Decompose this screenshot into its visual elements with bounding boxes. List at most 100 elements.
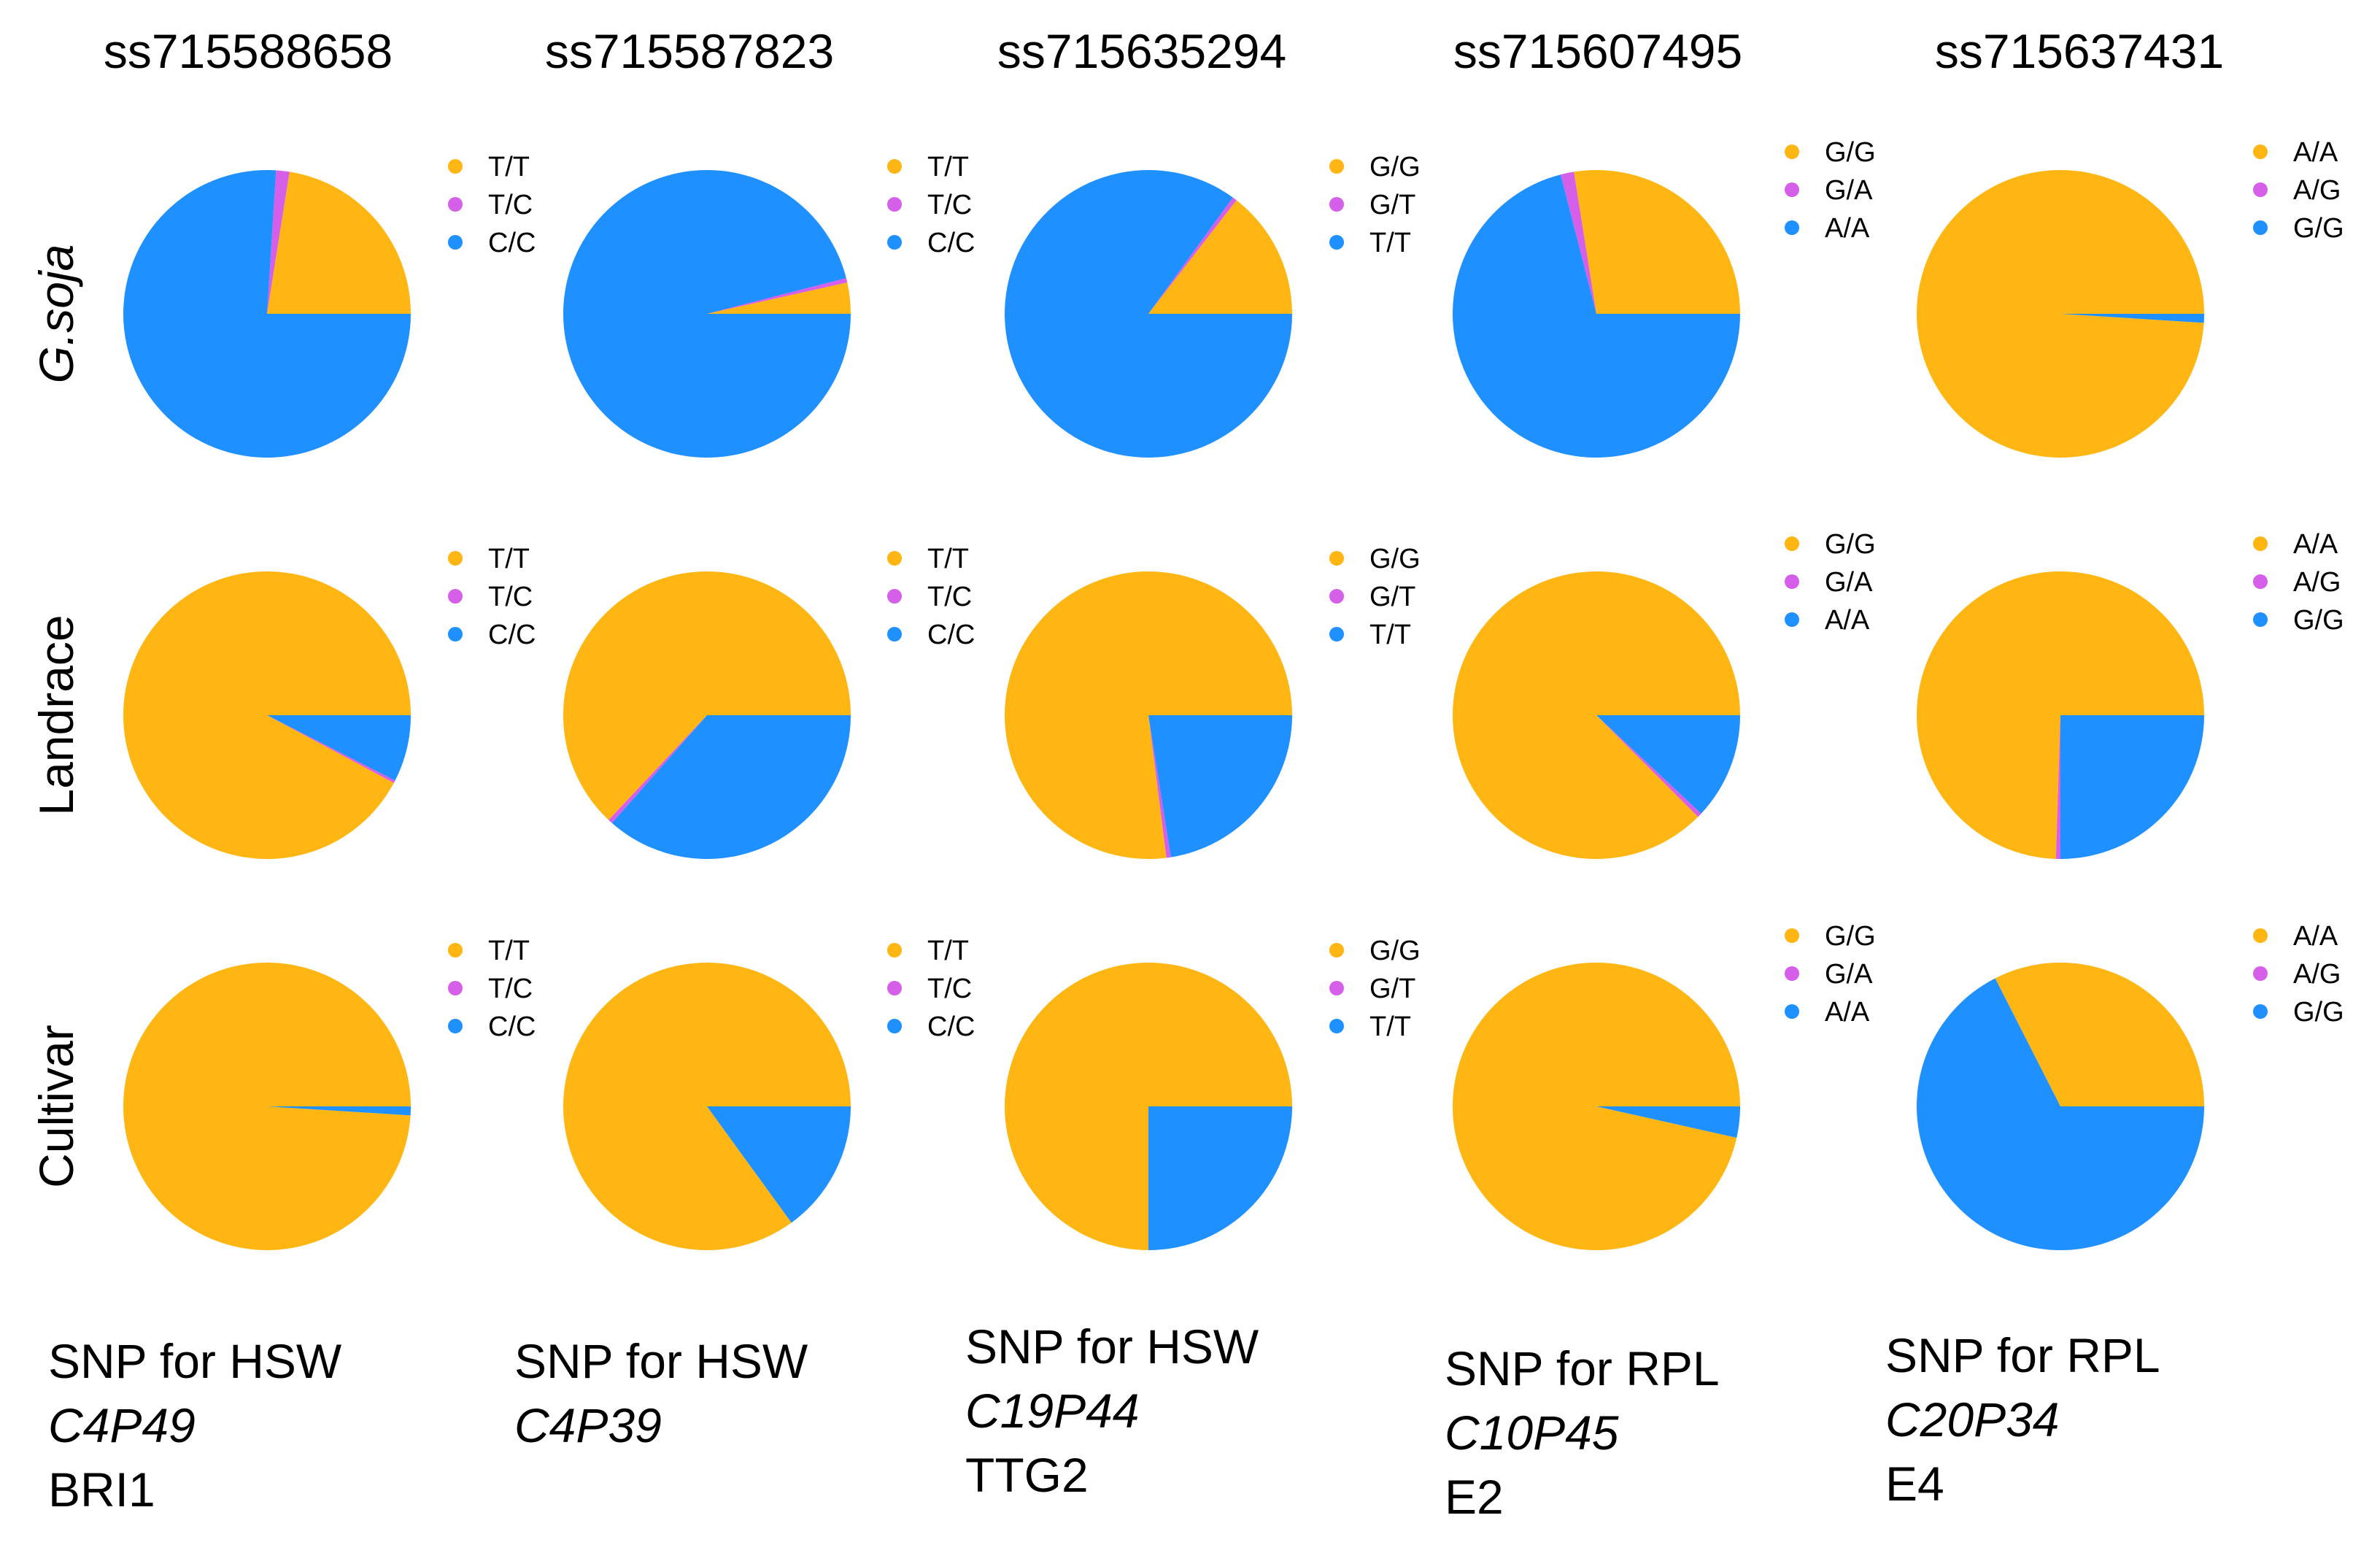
legend-marker (448, 159, 463, 174)
legend-marker (1329, 589, 1344, 604)
pie (1917, 169, 2204, 458)
legend-label: G/G (2293, 605, 2344, 636)
legend: A/A A/G G/G (2253, 921, 2344, 1028)
legend-marker (887, 159, 902, 174)
legend-label: T/T (1369, 228, 1411, 258)
legend: T/T T/C C/C (887, 152, 975, 258)
legend-label: G/G (2293, 997, 2344, 1028)
legend-label: T/C (927, 582, 972, 612)
footer-trait: SNP for RPL (1445, 1341, 1720, 1395)
legend-label: T/C (488, 974, 533, 1004)
legend-label: G/G (1369, 544, 1421, 574)
legend: T/T T/C C/C (448, 152, 536, 258)
legend: G/G G/T T/T (1329, 936, 1421, 1042)
pie-slice (608, 715, 707, 823)
pie (1917, 571, 2204, 859)
pie-slice (123, 571, 412, 859)
legend: T/T T/C C/C (448, 936, 536, 1042)
pie-slice (1596, 1106, 1741, 1138)
footer-marker: C10P45 (1445, 1406, 1619, 1460)
pie (123, 571, 412, 859)
legend-marker (1785, 574, 1799, 589)
row-label: Landrace (29, 614, 83, 815)
pie-slice (563, 571, 851, 820)
legend-marker (887, 235, 902, 250)
column-titles: ss715588658 ss715587823 ss715635294 ss71560… (104, 24, 2224, 78)
legend-marker (1785, 182, 1799, 197)
pie (123, 170, 411, 458)
pie-slice (1452, 963, 1740, 1251)
pie-slice (1574, 170, 1740, 314)
legend-marker (1329, 197, 1344, 212)
legend-marker (1785, 928, 1799, 943)
legend-label: C/C (488, 620, 536, 650)
legend-label: T/C (927, 190, 972, 220)
legend-label: T/T (1369, 1012, 1411, 1042)
pie (1452, 170, 1740, 458)
legend-marker (2253, 536, 2268, 551)
legend-marker (2253, 966, 2268, 981)
pie-slice (267, 170, 290, 314)
legend-label: A/A (2293, 921, 2338, 952)
snp-footer: SNP for HSW C4P39 (514, 1334, 808, 1452)
footer-trait: SNP for HSW (514, 1334, 808, 1388)
pie-slice (267, 715, 395, 783)
legend-label: G/A (1825, 959, 1873, 990)
legend-marker (448, 1019, 463, 1033)
legend-marker (448, 627, 463, 641)
legend-marker (448, 981, 463, 995)
legend-marker (1785, 1004, 1799, 1019)
pie-slice (563, 170, 851, 458)
pie (563, 963, 851, 1251)
legend: A/A A/G G/G (2253, 137, 2344, 244)
pie-slice (1917, 571, 2204, 859)
legend-marker (2253, 612, 2268, 627)
legend-marker (1785, 145, 1799, 159)
legend-marker (2253, 182, 2268, 197)
footer-gene: E4 (1885, 1457, 1944, 1511)
legend-label: C/C (927, 1012, 975, 1042)
legend-label: T/T (488, 544, 530, 574)
legend-marker (1785, 966, 1799, 981)
row-labels: G.soja Landrace Cultivar (29, 244, 83, 1188)
legend-label: C/C (927, 620, 975, 650)
legend-label: G/T (1369, 582, 1415, 612)
pie-slice (611, 715, 851, 859)
legend-label: C/C (488, 228, 536, 258)
snp-footer: SNP for RPL C20P34 E4 (1885, 1328, 2160, 1511)
legend: G/G G/A A/A (1785, 529, 1876, 636)
legend-label: A/A (1825, 213, 1870, 244)
legend: A/A A/G G/G (2253, 529, 2344, 636)
pie-slice (1596, 715, 1701, 817)
legend-marker (1329, 1019, 1344, 1033)
legend: G/G G/T T/T (1329, 152, 1421, 258)
legend-label: A/A (1825, 997, 1870, 1028)
legend: T/T T/C C/C (887, 936, 975, 1042)
pie-slice (1005, 571, 1292, 860)
legend-label: G/G (1369, 936, 1421, 966)
pie-charts (123, 169, 2204, 1251)
legend-label: G/G (1825, 137, 1876, 168)
legend-label: C/C (927, 228, 975, 258)
legend-marker (1329, 235, 1344, 250)
legend-label: G/A (1825, 567, 1873, 598)
footer-gene: TTG2 (965, 1448, 1089, 1502)
legend-label: T/T (488, 152, 530, 182)
legend-marker (2253, 574, 2268, 589)
footer-trait: SNP for HSW (48, 1334, 342, 1388)
legend: G/G G/A A/A (1785, 921, 1876, 1028)
pie-slice (1452, 174, 1740, 458)
legend-marker (887, 1019, 902, 1033)
legend-label: T/T (927, 544, 969, 574)
legend-label: A/A (2293, 137, 2338, 168)
footer-marker: C4P39 (514, 1398, 662, 1452)
pie-slice (1917, 978, 2204, 1250)
legend-label: G/T (1369, 974, 1415, 1004)
pie-slice (1148, 715, 1292, 858)
legend: G/G G/A A/A (1785, 137, 1876, 244)
legend-marker (887, 589, 902, 604)
pie-slice (563, 963, 851, 1251)
row-label: G.soja (29, 244, 83, 384)
legend-marker (1785, 536, 1799, 551)
legend-marker (2253, 928, 2268, 943)
